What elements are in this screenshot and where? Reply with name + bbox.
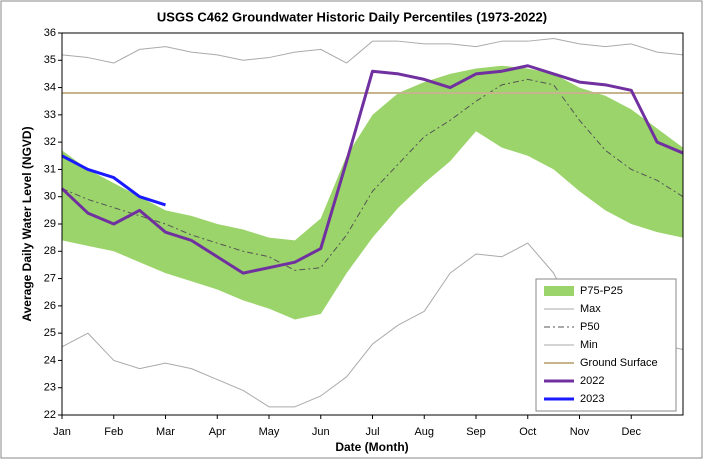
- x-tick-label: Dec: [621, 426, 641, 438]
- x-axis-title: Date (Month): [335, 440, 408, 454]
- y-tick-label: 25: [44, 327, 56, 339]
- y-tick-label: 35: [44, 54, 56, 66]
- legend-label: 2022: [580, 375, 604, 387]
- x-tick-label: Nov: [570, 426, 590, 438]
- series-line: [61, 37, 684, 64]
- chart-title: USGS C462 Groundwater Historic Daily Per…: [157, 9, 547, 24]
- y-tick-label: 22: [44, 409, 56, 421]
- x-tick-label: Jul: [365, 426, 379, 438]
- y-tick-label: 31: [44, 163, 56, 175]
- x-tick-label: Oct: [519, 426, 536, 438]
- series-line: [61, 154, 166, 207]
- x-tick-label: Jun: [312, 426, 330, 438]
- x-tick-label: Mar: [156, 426, 175, 438]
- x-tick-label: Aug: [414, 426, 434, 438]
- y-tick-label: 23: [44, 382, 56, 394]
- series-line: [60, 64, 684, 275]
- y-axis-title: Average Daily Water Level (NGVD): [20, 126, 34, 321]
- y-tick-label: 27: [44, 272, 56, 284]
- legend-label: Max: [580, 303, 601, 315]
- series-line: [61, 78, 684, 271]
- legend-swatch: [544, 286, 574, 296]
- legend-label: Min: [580, 339, 598, 351]
- y-tick-label: 28: [44, 245, 56, 257]
- legend-label: P50: [580, 321, 600, 333]
- y-tick-label: 32: [44, 136, 56, 148]
- y-tick-label: 24: [44, 354, 56, 366]
- legend-label: 2023: [580, 393, 604, 405]
- y-tick-label: 34: [44, 81, 56, 93]
- legend-label: P75-P25: [580, 285, 623, 297]
- x-tick-label: Sep: [466, 426, 486, 438]
- y-tick-label: 26: [44, 300, 56, 312]
- x-tick-label: Feb: [104, 426, 123, 438]
- y-tick-label: 29: [44, 218, 56, 230]
- y-tick-label: 33: [44, 109, 56, 121]
- y-tick-label: 36: [44, 27, 56, 39]
- x-tick-label: May: [259, 426, 280, 438]
- x-tick-label: Jan: [53, 426, 71, 438]
- legend-label: Ground Surface: [580, 357, 658, 369]
- y-tick-label: 30: [44, 191, 56, 203]
- plot-border: [61, 32, 684, 416]
- x-tick-label: Apr: [209, 426, 226, 438]
